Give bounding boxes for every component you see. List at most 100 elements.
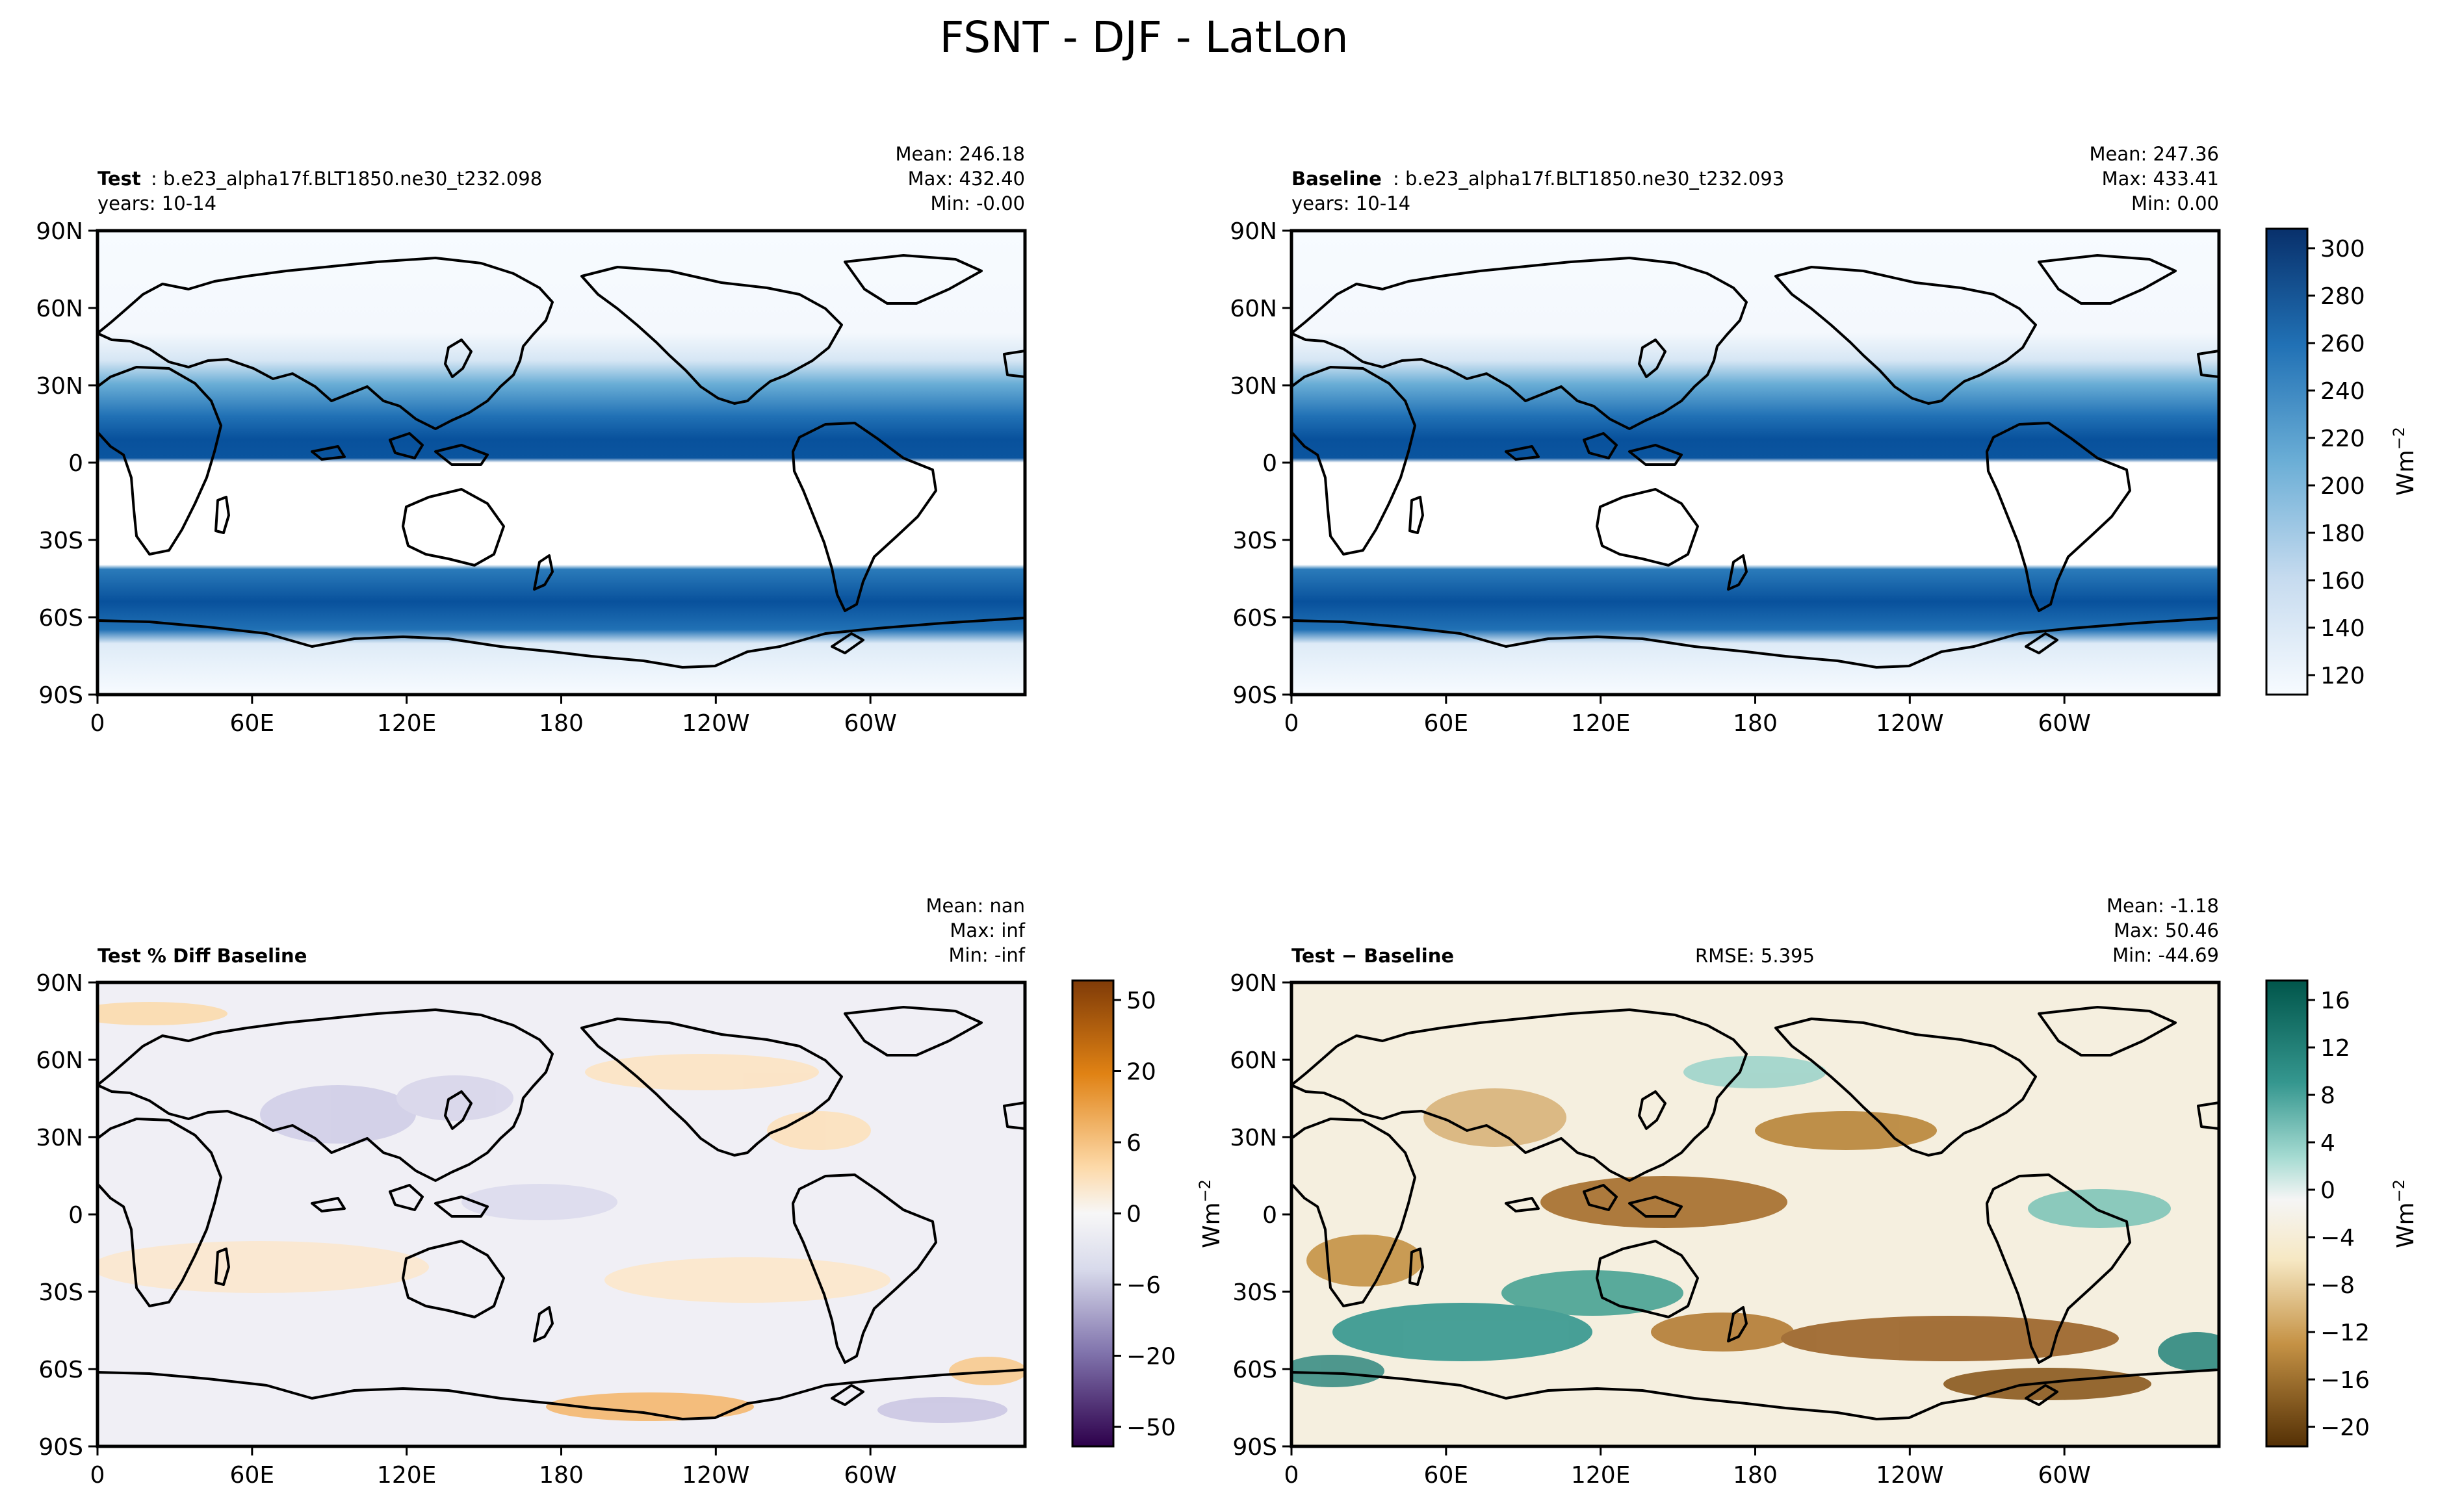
pctdiff-stat-mean: Mean: nan <box>926 895 1025 917</box>
baseline-years: years: 10-14 <box>1291 192 1410 214</box>
baseline-ytick-label: 60N <box>1230 296 1277 322</box>
test-ytick-label: 0 <box>68 450 83 477</box>
diff-colorbar-tick-label: −4 <box>2320 1225 2355 1251</box>
baseline-xtick-label: 60E <box>1424 710 1469 737</box>
pctdiff-xtick-label: 60W <box>844 1462 896 1489</box>
panel-pctdiff: Test % Diff Baseline Mean: nan Max: inf … <box>36 895 1176 1489</box>
diff-stat-min: Min: -44.69 <box>2112 944 2219 966</box>
diff-rmse: RMSE: 5.395 <box>1695 945 1815 967</box>
diff-xtick-label: 0 <box>1284 1462 1299 1489</box>
pctdiff-ytick-label: 90N <box>36 970 83 997</box>
pctdiff-ytick-label: 90S <box>38 1434 83 1461</box>
baseline-ytick-label: 90S <box>1232 682 1277 709</box>
pctdiff-colorbar <box>1071 979 1115 1448</box>
baseline-xtick-label: 120W <box>1876 710 1943 737</box>
diff-colorbar-tick-label: −12 <box>2320 1320 2370 1346</box>
baseline-ytick-label: 90N <box>1230 218 1277 245</box>
baseline-xtick-label: 0 <box>1284 710 1299 737</box>
diff-xtick-label: 60E <box>1424 1462 1469 1489</box>
pctdiff-colorbar-ticks: 50 20 6 0 −6 −20 −50 <box>1113 988 1176 1441</box>
diff-colorbar-tick-label: 4 <box>2320 1130 2335 1157</box>
diff-anomalies <box>1291 1056 2219 1400</box>
pctdiff-xtick-label: 120W <box>682 1462 749 1489</box>
test-xtick-label: 60W <box>844 710 896 737</box>
pctdiff-colorbar-tick-label: −50 <box>1126 1415 1176 1441</box>
test-xtick-label: 0 <box>90 710 105 737</box>
pctdiff-ytick-label: 0 <box>68 1202 83 1229</box>
diff-colorbar-tick-label: 0 <box>2320 1177 2335 1204</box>
diff-colorbar-tick-label: 12 <box>2320 1035 2350 1062</box>
pctdiff-colorbar-tick-label: −6 <box>1126 1272 1161 1299</box>
pctdiff-colorbar-tick-label: 6 <box>1126 1130 1141 1157</box>
figure-title: FSNT - DJF - LatLon <box>939 12 1348 62</box>
pctdiff-yticks: 90N 60N 30N 0 30S 60S 90S <box>36 970 97 1461</box>
diff-ytick-label: 60N <box>1230 1047 1277 1074</box>
diff-ytick-label: 90N <box>1230 970 1277 997</box>
baseline-xtick-label: 180 <box>1733 710 1778 737</box>
baseline-colorbar-tick-label: 260 <box>2320 331 2365 357</box>
diff-colorbar-tick-label: 16 <box>2320 988 2350 1014</box>
test-label-bold: Test <box>97 168 141 190</box>
diff-label-bold: Test − Baseline <box>1291 945 1454 967</box>
diff-colorbar-tick-label: −16 <box>2320 1367 2370 1394</box>
diff-stat-mean: Mean: -1.18 <box>2107 895 2219 917</box>
baseline-stat-min: Min: 0.00 <box>2131 192 2219 214</box>
diff-colorbar <box>2265 979 2309 1448</box>
diff-xtick-label: 60W <box>2038 1462 2090 1489</box>
panel-test: Test : b.e23_alpha17f.BLT1850.ne30_t232.… <box>36 143 1027 737</box>
baseline-colorbar-tick-label: 200 <box>2320 473 2365 500</box>
diff-colorbar-ticks: 16 12 8 4 0 −4 −8 −12 −16 −20 <box>2307 988 2370 1441</box>
test-stat-max: Max: 432.40 <box>908 168 1025 190</box>
test-xtick-label: 60E <box>230 710 275 737</box>
test-xticks: 0 60E 120E 180 120W 60W <box>90 695 897 737</box>
panel-diff: Test − Baseline RMSE: 5.395 Mean: -1.18 … <box>1196 895 2419 1489</box>
baseline-ytick-label: 30S <box>1232 528 1277 554</box>
baseline-label-bold: Baseline <box>1291 168 1382 190</box>
test-ytick-label: 30S <box>38 528 83 554</box>
pctdiff-colorbar-tick-label: 20 <box>1126 1059 1156 1086</box>
pctdiff-xtick-label: 0 <box>90 1462 105 1489</box>
test-xtick-label: 120W <box>682 710 749 737</box>
pctdiff-ytick-label: 60N <box>36 1047 83 1074</box>
test-ytick-label: 90S <box>38 682 83 709</box>
test-xtick-label: 120E <box>377 710 436 737</box>
diff-ytick-label: 90S <box>1232 1434 1277 1461</box>
diff-colorbar-tick-label: −20 <box>2320 1415 2370 1441</box>
pctdiff-stat-min: Min: -inf <box>948 944 1025 966</box>
diff-colorbar-tick-label: −8 <box>2320 1272 2355 1299</box>
diff-ytick-label: 60S <box>1232 1357 1277 1383</box>
baseline-colorbar-tick-label: 280 <box>2320 283 2365 310</box>
baseline-ytick-label: 60S <box>1232 605 1277 632</box>
baseline-label-rest: : b.e23_alpha17f.BLT1850.ne30_t232.093 <box>1393 168 1784 190</box>
baseline-colorbar-tick-label: 240 <box>2320 378 2365 405</box>
baseline-colorbar-label: Wm−2 <box>2390 427 2419 496</box>
baseline-stat-max: Max: 433.41 <box>2102 168 2219 190</box>
diff-xtick-label: 120W <box>1876 1462 1943 1489</box>
diff-colorbar-label: Wm−2 <box>2390 1179 2419 1248</box>
baseline-xtick-label: 120E <box>1571 710 1630 737</box>
test-ytick-label: 30N <box>36 373 83 400</box>
pctdiff-xtick-label: 60E <box>230 1462 275 1489</box>
baseline-colorbar <box>2265 227 2309 696</box>
pctdiff-ytick-label: 30N <box>36 1125 83 1151</box>
pctdiff-xtick-label: 180 <box>539 1462 584 1489</box>
test-label-rest: : b.e23_alpha17f.BLT1850.ne30_t232.098 <box>151 168 542 190</box>
diff-xticks: 0 60E 120E 180 120W 60W <box>1284 1446 2091 1489</box>
diff-colorbar-tick-label: 8 <box>2320 1083 2335 1109</box>
baseline-colorbar-tick-label: 160 <box>2320 568 2365 595</box>
diff-yticks: 90N 60N 30N 0 30S 60S 90S <box>1230 970 1291 1461</box>
diff-ytick-label: 30S <box>1232 1279 1277 1306</box>
pctdiff-xticks: 0 60E 120E 180 120W 60W <box>90 1446 897 1489</box>
diff-stat-max: Max: 50.46 <box>2114 919 2219 942</box>
pctdiff-ytick-label: 60S <box>38 1357 83 1383</box>
pctdiff-stat-max: Max: inf <box>950 919 1025 942</box>
test-stat-min: Min: -0.00 <box>931 192 1025 214</box>
baseline-colorbar-ticks: 300 280 260 240 220 200 180 160 140 120 <box>2307 236 2365 689</box>
pctdiff-units-label: Wm−2 <box>1196 1179 1225 1248</box>
baseline-stat-mean: Mean: 247.36 <box>2090 143 2219 165</box>
panel-baseline: Baseline : b.e23_alpha17f.BLT1850.ne30_t… <box>1230 143 2419 737</box>
pctdiff-label-bold: Test % Diff Baseline <box>97 945 307 967</box>
test-xtick-label: 180 <box>539 710 584 737</box>
baseline-ytick-label: 0 <box>1262 450 1277 477</box>
